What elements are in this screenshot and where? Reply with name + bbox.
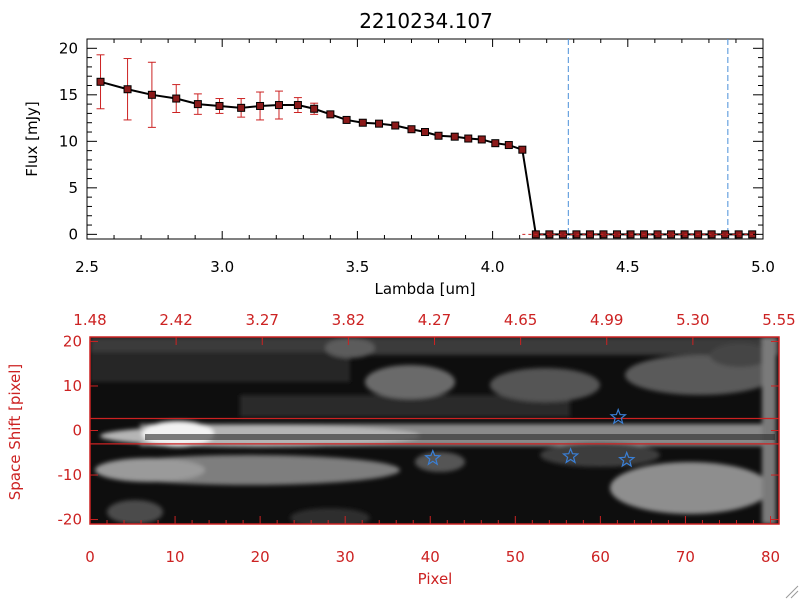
image-blob — [365, 365, 455, 399]
image-blob — [290, 508, 370, 524]
flux-marker — [147, 90, 156, 99]
flux-marker — [274, 101, 283, 110]
y-tick-label: 10 — [63, 377, 82, 395]
y-tick-label: 5 — [68, 179, 78, 197]
star-marker — [424, 448, 442, 466]
spectral-image — [90, 337, 779, 524]
x-tick-label: 4.5 — [616, 258, 640, 276]
spectrum-panel: 2210234.107 2.5 3.0 3.5 4.0 4.5 5.0 05101520 … — [23, 9, 775, 298]
top-tick-label: 3.82 — [332, 311, 365, 329]
flux-marker — [504, 141, 513, 150]
star-marker — [618, 450, 636, 468]
image-blob — [325, 338, 375, 358]
spectrum-x-label: Lambda [um] — [375, 280, 476, 298]
flux-marker — [421, 128, 429, 137]
x-tick-label: 20 — [251, 548, 270, 566]
spectrum-y-label: Flux [mJy] — [23, 101, 41, 177]
top-tick-label: 5.30 — [676, 311, 709, 329]
x-tick-label: 5.0 — [751, 258, 775, 276]
flux-marker — [464, 134, 473, 143]
y-tick-label: 20 — [63, 332, 82, 350]
x-tick-label: 40 — [421, 548, 440, 566]
x-tick-label: 4.0 — [481, 258, 505, 276]
top-tick-label: 4.65 — [504, 311, 537, 329]
image-band — [90, 352, 350, 382]
source-markers — [424, 407, 636, 468]
image-blob — [540, 443, 660, 467]
image-y-ticks: -20 -10 0 10 20 — [58, 332, 779, 529]
flux-marker — [477, 135, 486, 144]
star-marker — [609, 407, 628, 425]
image-blob — [710, 343, 770, 367]
x-tick-label: 10 — [166, 548, 185, 566]
x-tick-label: 3.5 — [345, 258, 369, 276]
y-tick-label: 10 — [59, 132, 78, 150]
y-tick-label: 0 — [68, 225, 78, 243]
aperture-lines — [90, 417, 779, 445]
image-x-ticks: 0 10 20 30 40 50 60 70 80 — [85, 516, 780, 566]
image-band — [240, 395, 570, 417]
y-tick-label: 20 — [59, 39, 78, 57]
flux-marker — [342, 115, 351, 124]
flux-marker — [96, 77, 105, 86]
top-tick-label: 4.27 — [418, 311, 451, 329]
flux-marker — [358, 118, 367, 127]
flux-marker — [293, 101, 302, 110]
flux-marker — [518, 145, 527, 154]
image-blob — [610, 462, 770, 514]
image-blob — [415, 452, 465, 472]
image-blob — [490, 368, 600, 402]
top-tick-label: 5.55 — [762, 311, 795, 329]
resize-grip[interactable] — [785, 585, 799, 599]
x-tick-label: 50 — [506, 548, 525, 566]
x-tick-label: 3.0 — [210, 258, 234, 276]
spectrum-y-ticks: 0 5 10 15 20 — [59, 39, 763, 243]
flux-marker — [375, 119, 384, 128]
spectrum-x-ticks: 2.5 3.0 3.5 4.0 4.5 5.0 — [75, 39, 775, 276]
image-wavelength-ticks: 1.48 2.42 3.27 3.82 4.27 4.65 4.99 5.30 5.55 — [73, 311, 796, 345]
star-marker — [561, 447, 580, 464]
image-edge-column — [762, 337, 776, 524]
y-tick-label: 15 — [59, 86, 78, 104]
x-tick-label: 0 — [85, 548, 95, 566]
image-panel: 0 10 20 30 40 50 60 70 80 1.48 2.42 3.27 3.82 4.27 4.… — [6, 311, 796, 588]
flux-marker — [193, 100, 202, 109]
image-y-label: Space Shift [pixel] — [6, 364, 24, 501]
flux-marker — [215, 101, 224, 110]
flux-marker — [391, 121, 400, 130]
top-tick-label: 1.48 — [73, 311, 106, 329]
image-blob — [95, 458, 205, 482]
top-tick-label: 2.42 — [159, 311, 192, 329]
x-tick-label: 80 — [761, 548, 780, 566]
flux-marker — [407, 125, 416, 134]
flux-marker — [491, 139, 500, 148]
top-tick-label: 3.27 — [246, 311, 279, 329]
flux-marker — [172, 94, 181, 103]
x-tick-label: 30 — [336, 548, 355, 566]
x-tick-label: 2.5 — [75, 258, 99, 276]
trace-core — [145, 434, 775, 440]
image-blob — [107, 500, 163, 524]
flux-marker — [123, 85, 132, 94]
y-tick-label: -10 — [58, 466, 83, 484]
y-tick-label: -20 — [58, 511, 83, 529]
flux-marker — [256, 101, 265, 110]
flux-marker — [310, 104, 319, 113]
flux-marker — [237, 103, 246, 112]
flux-markers — [96, 77, 763, 239]
flux-marker — [326, 110, 335, 119]
chart-title: 2210234.107 — [359, 9, 493, 33]
x-tick-label: 70 — [676, 548, 695, 566]
image-x-label: Pixel — [418, 570, 453, 588]
flux-marker — [434, 131, 443, 140]
y-tick-label: 0 — [72, 422, 82, 440]
spectrum-axes-frame — [86, 38, 764, 240]
reference-lines — [567, 39, 729, 239]
x-tick-label: 60 — [591, 548, 610, 566]
flux-marker — [450, 132, 459, 141]
top-tick-label: 4.99 — [590, 311, 623, 329]
